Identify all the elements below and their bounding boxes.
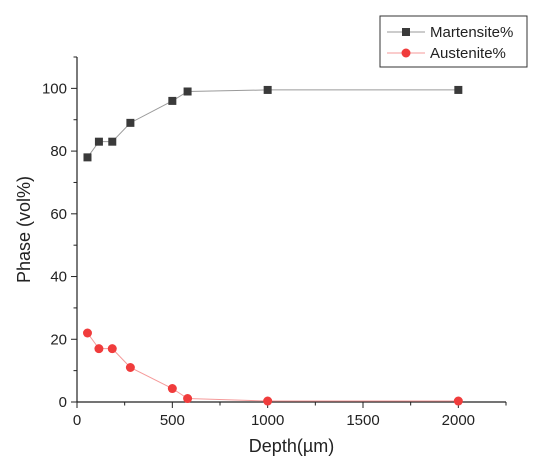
data-point (126, 118, 135, 127)
series-layer (82, 85, 463, 406)
axes: 0 500 1000 1500 2000 0 20 40 60 80 100 (42, 56, 507, 429)
data-point (263, 396, 273, 406)
x-axis-title: Depth(µm) (249, 436, 334, 456)
legend-marker (402, 28, 410, 36)
data-point (107, 344, 117, 354)
series-martensite (83, 85, 463, 162)
x-tick-label: 0 (73, 412, 81, 429)
data-point (183, 87, 192, 96)
y-tick-label: 0 (59, 394, 67, 411)
data-point (83, 153, 92, 162)
series-line (87, 89, 459, 158)
x-tick-label: 1000 (251, 412, 284, 429)
legend-marker (401, 48, 411, 58)
data-point (263, 85, 272, 94)
x-tick-label: 500 (160, 412, 185, 429)
legend: Martensite% Austenite% (379, 15, 528, 68)
data-point (94, 137, 103, 146)
data-point (183, 394, 193, 404)
data-point (168, 96, 177, 105)
data-point (82, 328, 92, 338)
legend-box (379, 15, 528, 68)
series-line (87, 332, 459, 402)
data-point (167, 384, 177, 394)
series-austenite (82, 328, 463, 406)
y-tick-label: 80 (50, 143, 67, 160)
y-tick-label: 60 (50, 206, 67, 223)
x-tick-label: 2000 (442, 412, 475, 429)
legend-label: Martensite% (430, 24, 513, 41)
y-tick-label: 20 (50, 331, 67, 348)
data-point (108, 137, 117, 146)
y-tick-label: 100 (42, 80, 67, 97)
data-point (454, 85, 463, 94)
legend-label: Austenite% (430, 45, 506, 62)
y-axis-title: Phase (vol%) (14, 176, 34, 283)
y-tick-label: 40 (50, 269, 67, 286)
data-point (94, 344, 104, 354)
x-tick-label: 1500 (346, 412, 379, 429)
data-point (125, 363, 135, 372)
data-point (453, 396, 463, 406)
